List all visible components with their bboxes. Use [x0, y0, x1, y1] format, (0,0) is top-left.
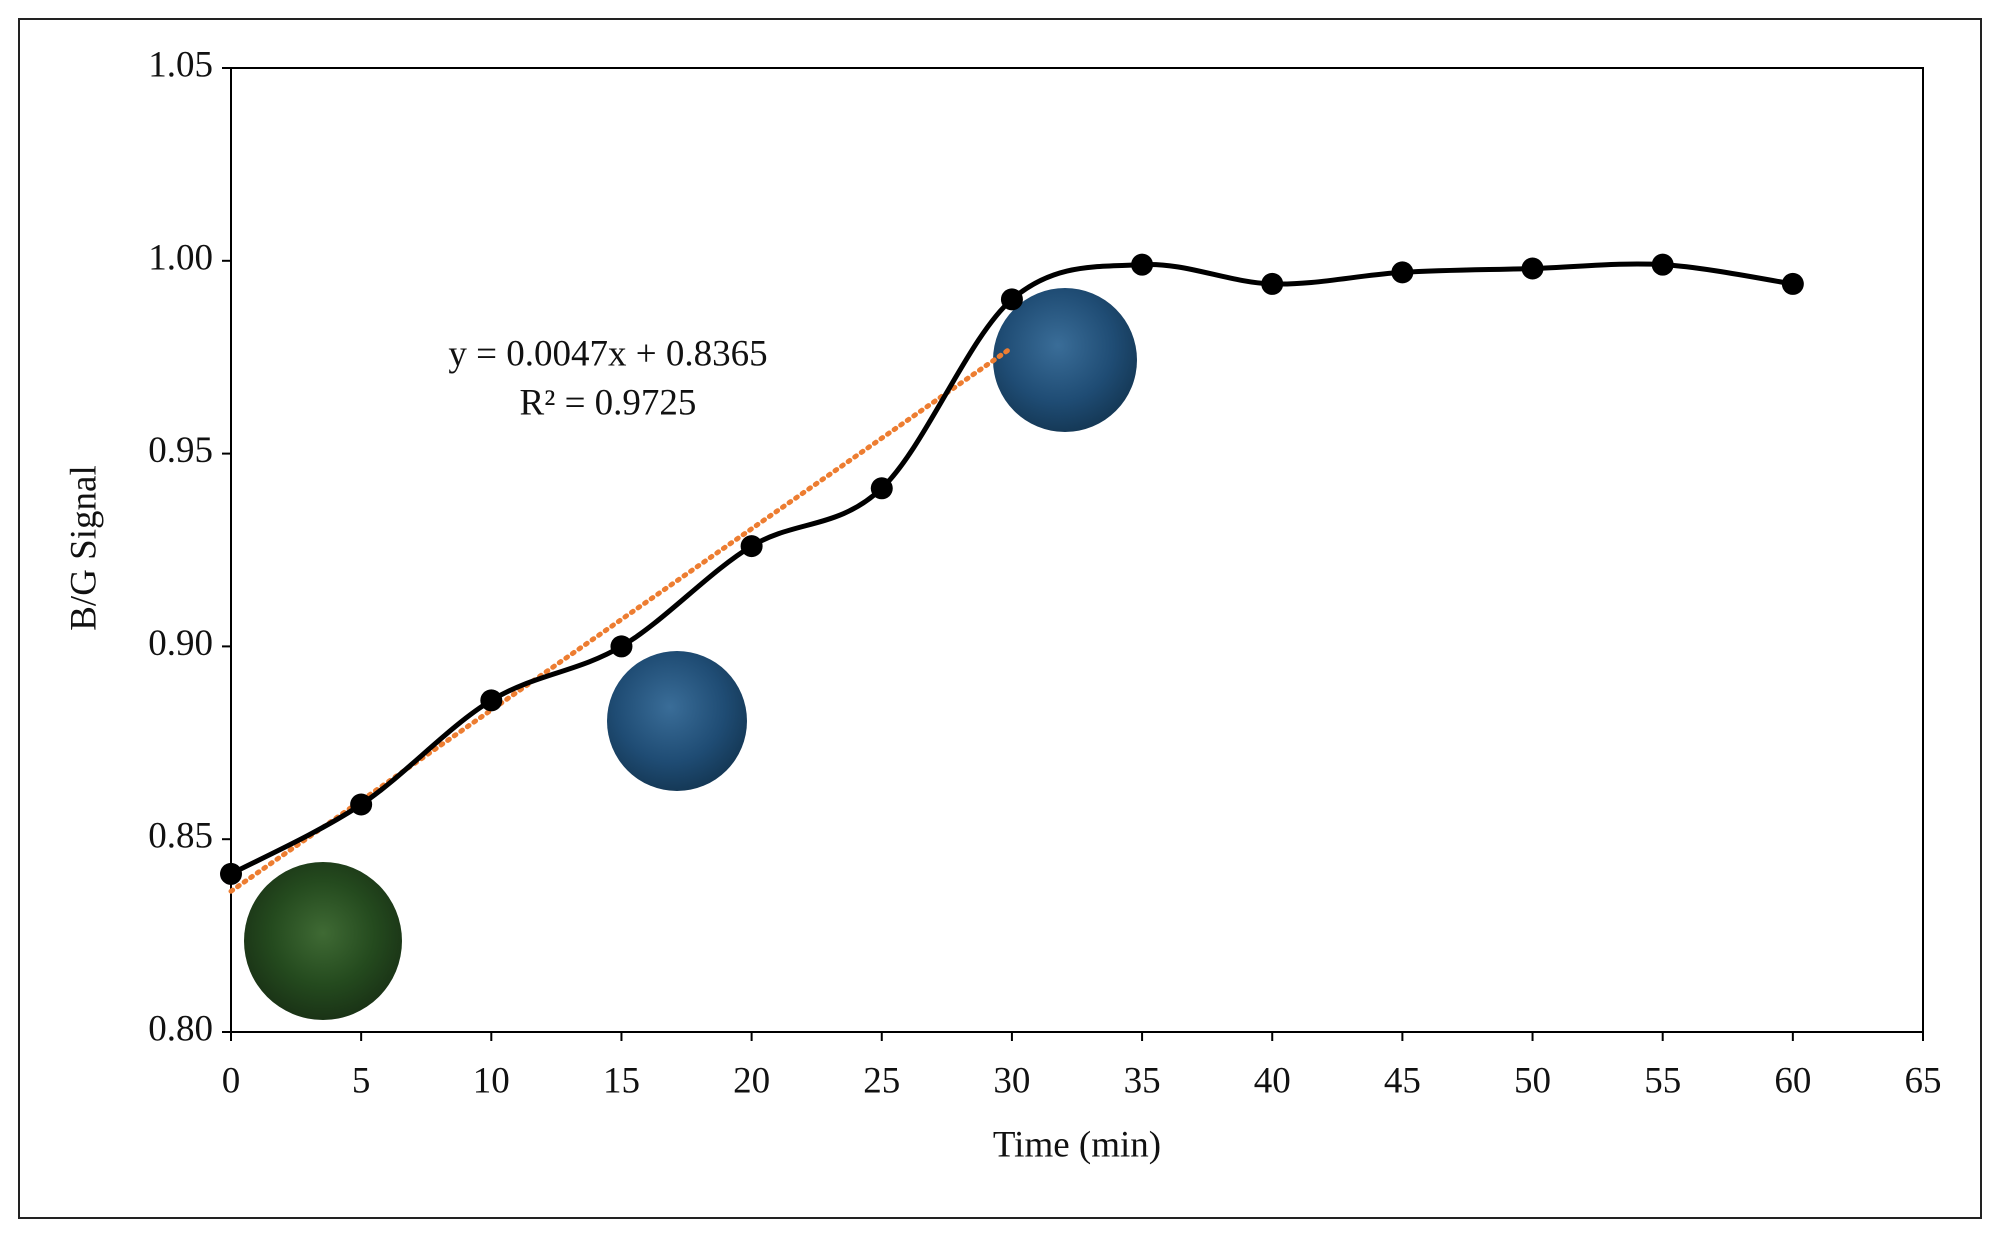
- data-point: [480, 689, 503, 712]
- plot-border: [230, 67, 1924, 1033]
- y-tick-label: 0.80: [148, 1008, 213, 1049]
- y-tick-label: 0.90: [148, 623, 213, 664]
- x-tick-label: 20: [733, 1060, 770, 1101]
- x-tick-label: 0: [222, 1060, 241, 1101]
- data-point: [220, 862, 242, 885]
- y-tick-label: 0.85: [148, 816, 213, 857]
- x-tick-label: 65: [1905, 1060, 1942, 1101]
- data-point: [1000, 288, 1023, 311]
- x-tick-label: 30: [993, 1060, 1030, 1101]
- x-tick-label: 25: [863, 1060, 900, 1101]
- x-tick-label: 10: [473, 1060, 510, 1101]
- y-tick-label: 1.05: [148, 44, 213, 85]
- sample-photo: [244, 862, 402, 1020]
- data-point: [1131, 253, 1154, 276]
- data-point: [1651, 253, 1674, 276]
- y-tick-label: 0.95: [148, 430, 213, 471]
- data-point: [1781, 272, 1804, 295]
- frame: [18, 18, 1982, 1219]
- data-point: [350, 793, 373, 816]
- x-tick-label: 15: [603, 1060, 640, 1101]
- r-squared: R² = 0.9725: [520, 382, 697, 423]
- sample-photo: [607, 651, 747, 791]
- x-tick-label: 55: [1644, 1060, 1681, 1101]
- x-tick-label: 40: [1254, 1060, 1291, 1101]
- x-axis-label: Time (min): [993, 1124, 1161, 1165]
- x-tick-label: 35: [1124, 1060, 1161, 1101]
- data-point: [1391, 261, 1414, 284]
- y-tick-label: 1.00: [148, 237, 213, 278]
- x-tick-label: 50: [1514, 1060, 1551, 1101]
- sample-photo: [993, 288, 1137, 432]
- x-tick-label: 45: [1384, 1060, 1421, 1101]
- x-tick-label: 5: [352, 1060, 371, 1101]
- data-point: [610, 635, 633, 658]
- data-point: [870, 477, 893, 500]
- equation: y = 0.0047x + 0.8365: [448, 333, 767, 374]
- data-point: [1261, 272, 1284, 295]
- data-point: [1521, 257, 1544, 280]
- x-tick-label: 60: [1774, 1060, 1811, 1101]
- data-point: [740, 535, 763, 558]
- trendline: [228, 345, 1015, 894]
- y-axis-label: B/G Signal: [63, 465, 104, 631]
